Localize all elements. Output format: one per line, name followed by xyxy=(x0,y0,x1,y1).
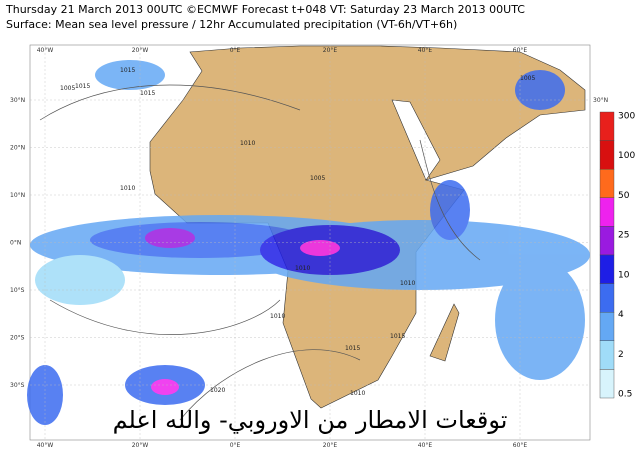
isobar-label: 1010 xyxy=(120,185,135,192)
lat-label: 20°S xyxy=(10,335,25,342)
colorbar-label: 50 xyxy=(618,191,630,201)
isobar-label: 1005 xyxy=(310,175,325,182)
lat-label: 30°S xyxy=(10,382,25,389)
isobar-label: 1010 xyxy=(350,390,365,397)
lat-label: 0°N xyxy=(10,240,21,247)
lat-label: 20°N xyxy=(10,145,25,152)
colorbar-band xyxy=(599,312,615,342)
colorbar-band xyxy=(599,168,615,198)
colorbar-label: 10 xyxy=(618,270,630,280)
madagascar xyxy=(429,303,460,362)
isobar-label: 1020 xyxy=(210,387,225,394)
colorbar-band xyxy=(599,226,615,256)
colorbar-band xyxy=(599,283,615,313)
lat-label: 30°N xyxy=(10,97,25,104)
lon-label: 20°E xyxy=(323,47,338,54)
isobar-label: 1015 xyxy=(75,83,90,90)
colorbar-band xyxy=(599,254,615,284)
isobar-label: 1005 xyxy=(520,75,535,82)
isobar-label: 1010 xyxy=(400,280,415,287)
lon-label: 0°E xyxy=(230,47,241,54)
isobar-label: 1015 xyxy=(140,90,155,97)
graticule xyxy=(30,45,590,440)
isobar-label: 1015 xyxy=(390,333,405,340)
lon-label: 40°E xyxy=(418,442,433,449)
isobar-label: 1005 xyxy=(60,85,75,92)
lat-label: 10°N xyxy=(10,192,25,199)
colorbar-label: 25 xyxy=(618,231,629,241)
isobar-label: 1015 xyxy=(345,345,360,352)
lon-label: 20°W xyxy=(132,442,149,449)
colorbar-band xyxy=(599,369,615,399)
isobar-label: 1010 xyxy=(270,313,285,320)
colorbar-band xyxy=(599,340,615,370)
header-line: Thursday 21 March 2013 00UTC ©ECMWF Fore… xyxy=(6,3,525,16)
colorbar-label: 0.5 xyxy=(618,390,632,400)
lon-label: 20°W xyxy=(132,47,149,54)
colorbar-label: 300 xyxy=(618,112,635,122)
lat-label: 10°S xyxy=(10,287,25,294)
lat-label: 30°N xyxy=(593,97,608,104)
colorbar-band xyxy=(599,140,615,170)
colorbar-band xyxy=(599,197,615,227)
lon-label: 0°E xyxy=(230,442,241,449)
colorbar-label: 100 xyxy=(618,151,635,161)
overlay-text: توقعات الامطار من الاوروبي- والله اعلم xyxy=(113,406,508,434)
red-sea xyxy=(391,99,441,181)
lon-label: 60°E xyxy=(513,442,528,449)
colorbar-band xyxy=(599,111,615,141)
lon-label: 40°W xyxy=(37,442,54,449)
isobar-label: 1015 xyxy=(120,67,135,74)
lon-label: 40°W xyxy=(37,47,54,54)
colorbar-label: 4 xyxy=(618,310,624,320)
lon-label: 20°E xyxy=(323,442,338,449)
header-line: Surface: Mean sea level pressure / 12hr … xyxy=(6,18,458,31)
colorbar-label: 2 xyxy=(618,350,624,360)
lon-label: 40°E xyxy=(418,47,433,54)
isobar-label: 1010 xyxy=(295,265,310,272)
isobar-label: 1010 xyxy=(240,140,255,147)
lon-label: 60°E xyxy=(513,47,528,54)
isobars xyxy=(39,84,481,421)
